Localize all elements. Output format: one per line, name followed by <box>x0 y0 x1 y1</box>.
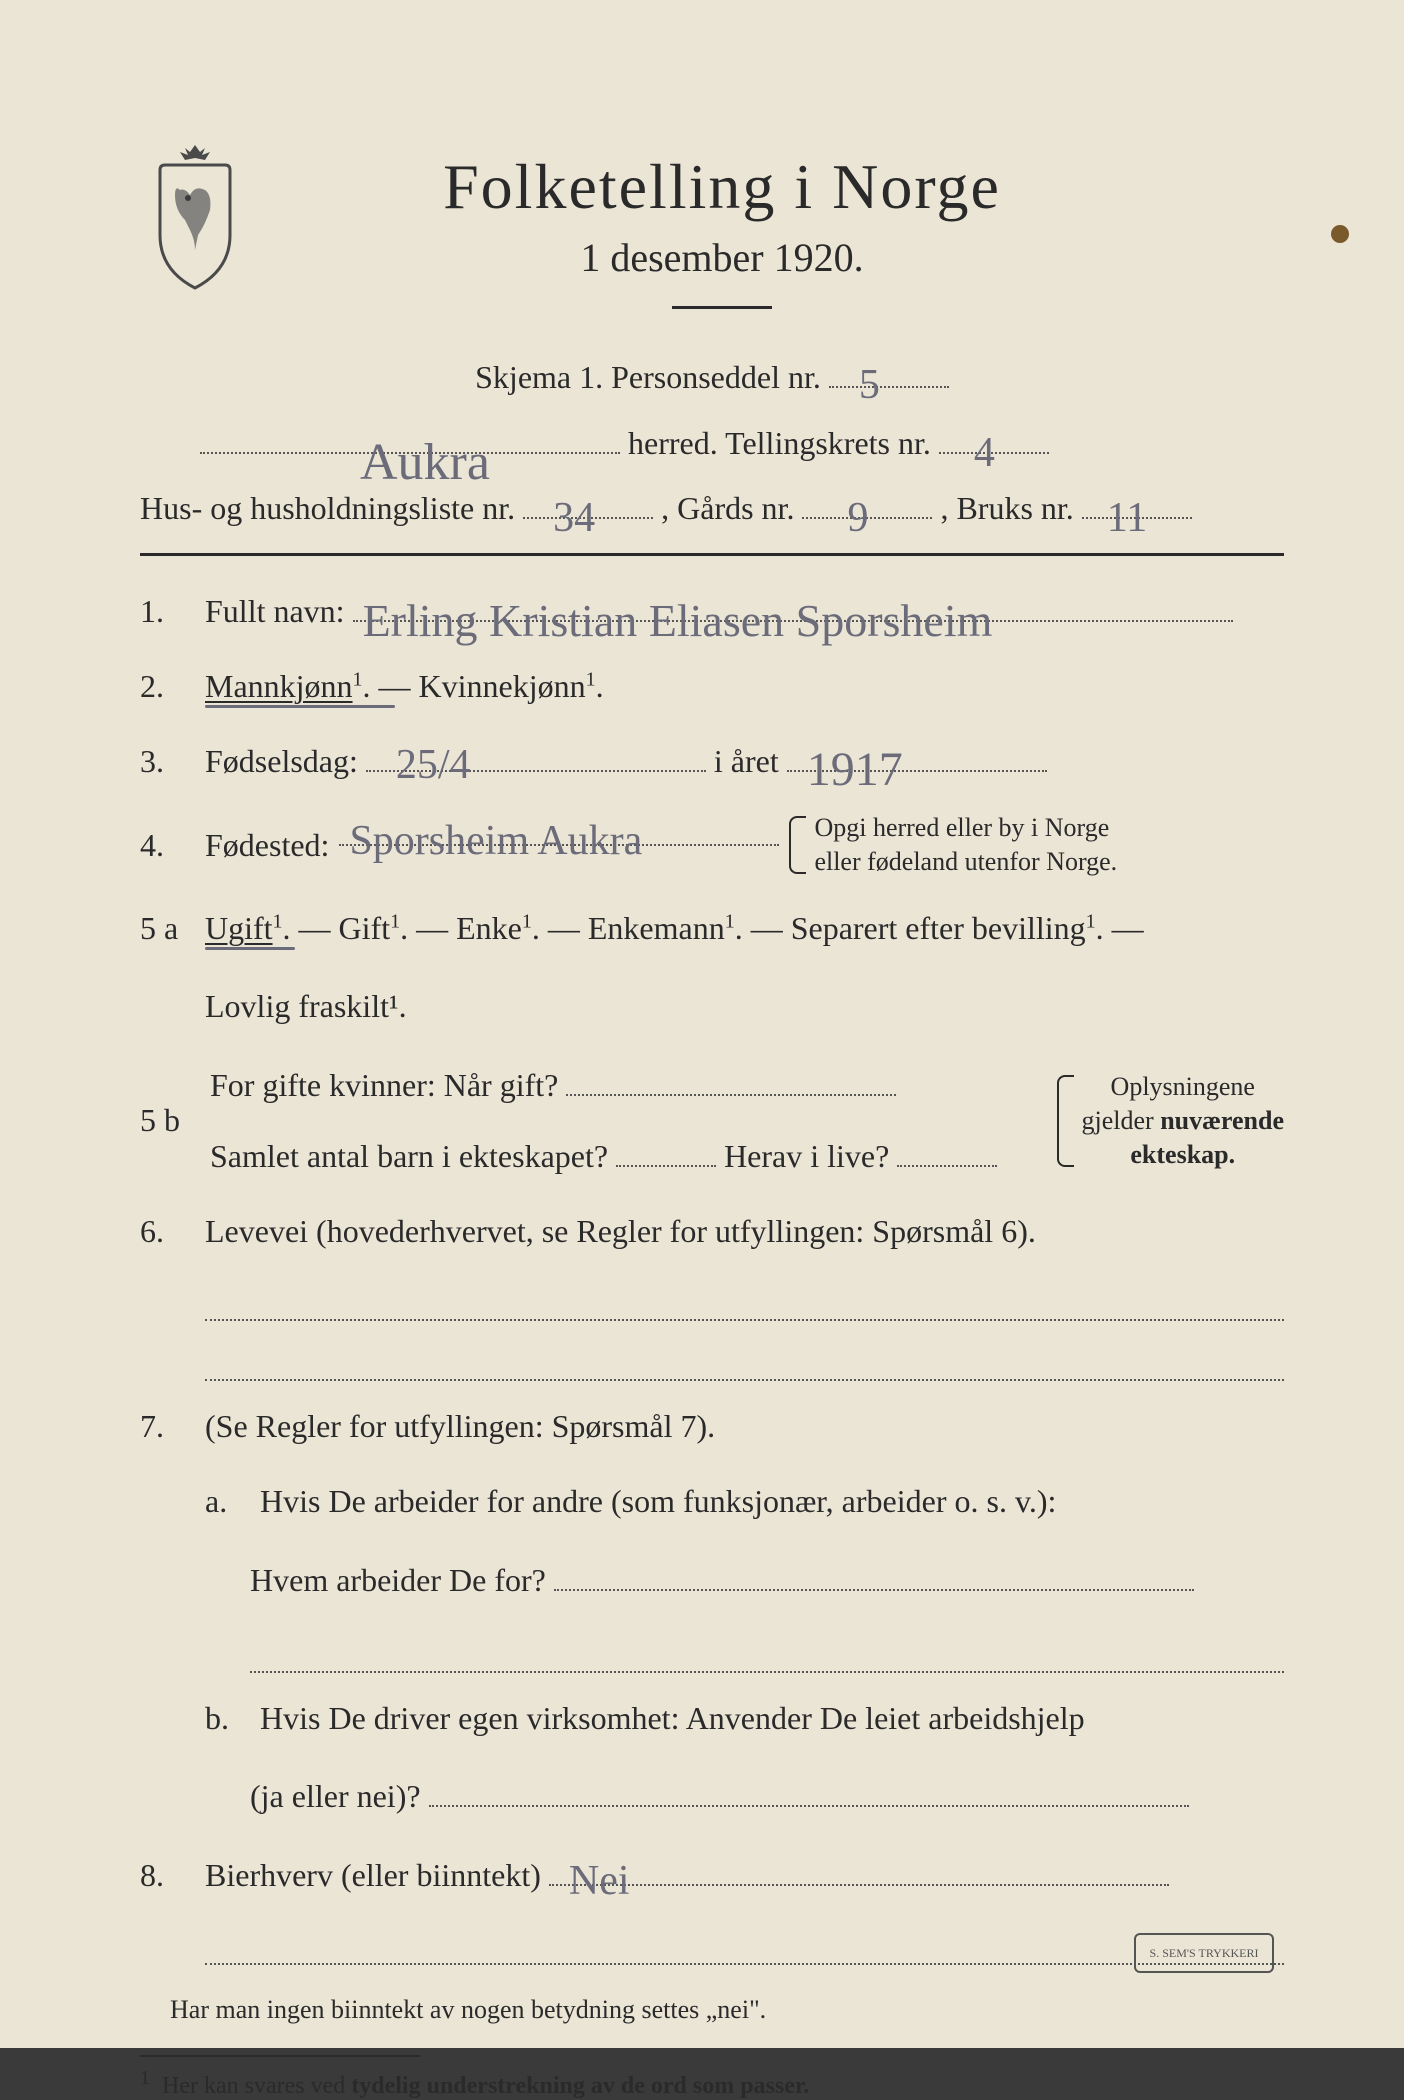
bruks-value: 11 <box>1107 481 1147 557</box>
q7-text: (Se Regler for utfyllingen: Spørsmål 7). <box>205 1401 1284 1452</box>
gards-value: 9 <box>847 481 868 557</box>
q7a-line2: Hvem arbeider De for? <box>250 1562 546 1598</box>
q6-num: 6. <box>140 1206 190 1257</box>
q5a-num: 5 a <box>140 903 190 954</box>
schema-line: Skjema 1. Personseddel nr. 5 <box>140 349 1284 407</box>
hus-line: Hus- og husholdningsliste nr. 34 , Gårds… <box>140 480 1284 538</box>
q5b-note3: ekteskap. <box>1130 1140 1235 1169</box>
herred-line: Aukra herred. Tellingskrets nr. 4 <box>140 415 1284 473</box>
q7a-row: a. Hvis De arbeider for andre (som funks… <box>205 1476 1284 1527</box>
q6-text: Levevei (hovederhvervet, se Regler for u… <box>205 1206 1284 1257</box>
q2-row: 2. Mannkjønn1. — Kvinnekjønn1. <box>140 661 1284 712</box>
title-divider <box>672 306 772 309</box>
q5a-row: 5 a Ugift1. — Gift1. — Enke1. — Enkemann… <box>140 903 1284 954</box>
footnote-rule <box>140 2055 420 2057</box>
q8-row: 8. Bierhverv (eller biinntekt) Nei <box>140 1850 1284 1901</box>
q8-label: Bierhverv (eller biinntekt) <box>205 1857 541 1893</box>
q1-row: 1. Fullt navn: Erling Kristian Eliasen S… <box>140 586 1284 637</box>
q5b-line1: For gifte kvinner: Når gift? <box>210 1067 558 1103</box>
schema-label: Skjema 1. Personseddel nr. <box>475 359 821 395</box>
paper-stain <box>1331 225 1349 243</box>
q8-num: 8. <box>140 1850 190 1901</box>
q3-num: 3. <box>140 736 190 787</box>
q8-blank <box>205 1925 1284 1965</box>
q5b-note1: Oplysningene <box>1111 1072 1255 1101</box>
q2-kvinne: — Kvinnekjønn <box>379 668 586 704</box>
q5b-note: Oplysningene gjelder nuværende ekteskap. <box>1057 1070 1284 1171</box>
gards-label: , Gårds nr. <box>661 490 794 526</box>
q5b-num: 5 b <box>140 1095 190 1146</box>
q1-value: Erling Kristian Eliasen Sporsheim <box>363 584 993 658</box>
printer-stamp: S. SEM'S TRYKKERI <box>1134 1933 1274 1973</box>
title-block: Folketelling i Norge 1 desember 1920. <box>220 140 1224 339</box>
q7a-letter: a. <box>205 1476 245 1527</box>
q7a-line2-row: Hvem arbeider De for? <box>250 1552 1284 1610</box>
q3-year: 1917 <box>807 732 903 809</box>
q7a-blank <box>250 1633 1284 1673</box>
q1-label: Fullt navn: <box>205 593 345 629</box>
q7-num: 7. <box>140 1401 190 1452</box>
q6-blank2 <box>205 1341 1284 1381</box>
q5a-line2: Lovlig fraskilt¹. <box>205 978 1284 1036</box>
header: Folketelling i Norge 1 desember 1920. <box>140 140 1284 339</box>
q2-num: 2. <box>140 661 190 712</box>
q4-note2: eller fødeland utenfor Norge. <box>814 847 1117 876</box>
q3-day: 25/4 <box>396 732 471 799</box>
q5b-line2b: Herav i live? <box>724 1138 889 1174</box>
q3-row: 3. Fødselsdag: 25/4 i året 1917 <box>140 736 1284 787</box>
q3-year-label: i året <box>714 743 779 779</box>
herred-label: herred. Tellingskrets nr. <box>628 425 931 461</box>
footer-note: Har man ingen biinntekt av nogen betydni… <box>170 1995 1284 2025</box>
q2-mann: Mannkjønn <box>205 668 353 704</box>
q8-value: Nei <box>569 1848 630 1915</box>
husliste-value: 34 <box>553 481 595 557</box>
q4-note1: Opgi herred eller by i Norge <box>814 813 1109 842</box>
census-form-page: Folketelling i Norge 1 desember 1920. Sk… <box>0 0 1404 2048</box>
q5a-hand-underline <box>205 947 295 950</box>
q7b-letter: b. <box>205 1693 245 1744</box>
personseddel-value: 5 <box>859 348 880 424</box>
date-subtitle: 1 desember 1920. <box>220 234 1224 281</box>
q4-num: 4. <box>140 820 190 871</box>
q2-hand-underline <box>205 705 395 708</box>
q7b-row: b. Hvis De driver egen virksomhet: Anven… <box>205 1693 1284 1744</box>
q7a-text: Hvis De arbeider for andre (som funksjon… <box>260 1476 1284 1527</box>
q4-row: 4. Fødested: Sporsheim Aukra Opgi herred… <box>140 811 1284 879</box>
q7-row: 7. (Se Regler for utfyllingen: Spørsmål … <box>140 1401 1284 1452</box>
q3-label: Fødselsdag: <box>205 743 358 779</box>
main-title: Folketelling i Norge <box>220 150 1224 224</box>
q5b-line2a: Samlet antal barn i ekteskapet? <box>210 1138 608 1174</box>
q4-value: Sporsheim Aukra <box>349 808 642 875</box>
q1-num: 1. <box>140 586 190 637</box>
bruks-label: , Bruks nr. <box>940 490 1073 526</box>
q6-blank1 <box>205 1281 1284 1321</box>
footnote: 1 Her kan svares ved tydelig understrekn… <box>140 2067 1284 2100</box>
q6-row: 6. Levevei (hovederhvervet, se Regler fo… <box>140 1206 1284 1257</box>
hus-label: Hus- og husholdningsliste nr. <box>140 490 515 526</box>
q4-label: Fødested: <box>205 820 329 871</box>
q5b-row: 5 b For gifte kvinner: Når gift? Samlet … <box>140 1060 1284 1182</box>
q7b-line2: (ja eller nei)? <box>250 1778 421 1814</box>
q7b-line2-row: (ja eller nei)? <box>250 1768 1284 1826</box>
footnote-num: 1 <box>140 2067 150 2089</box>
q7b-text: Hvis De driver egen virksomhet: Anvender… <box>260 1693 1284 1744</box>
q4-note: Opgi herred eller by i Norge eller fødel… <box>789 811 1117 879</box>
